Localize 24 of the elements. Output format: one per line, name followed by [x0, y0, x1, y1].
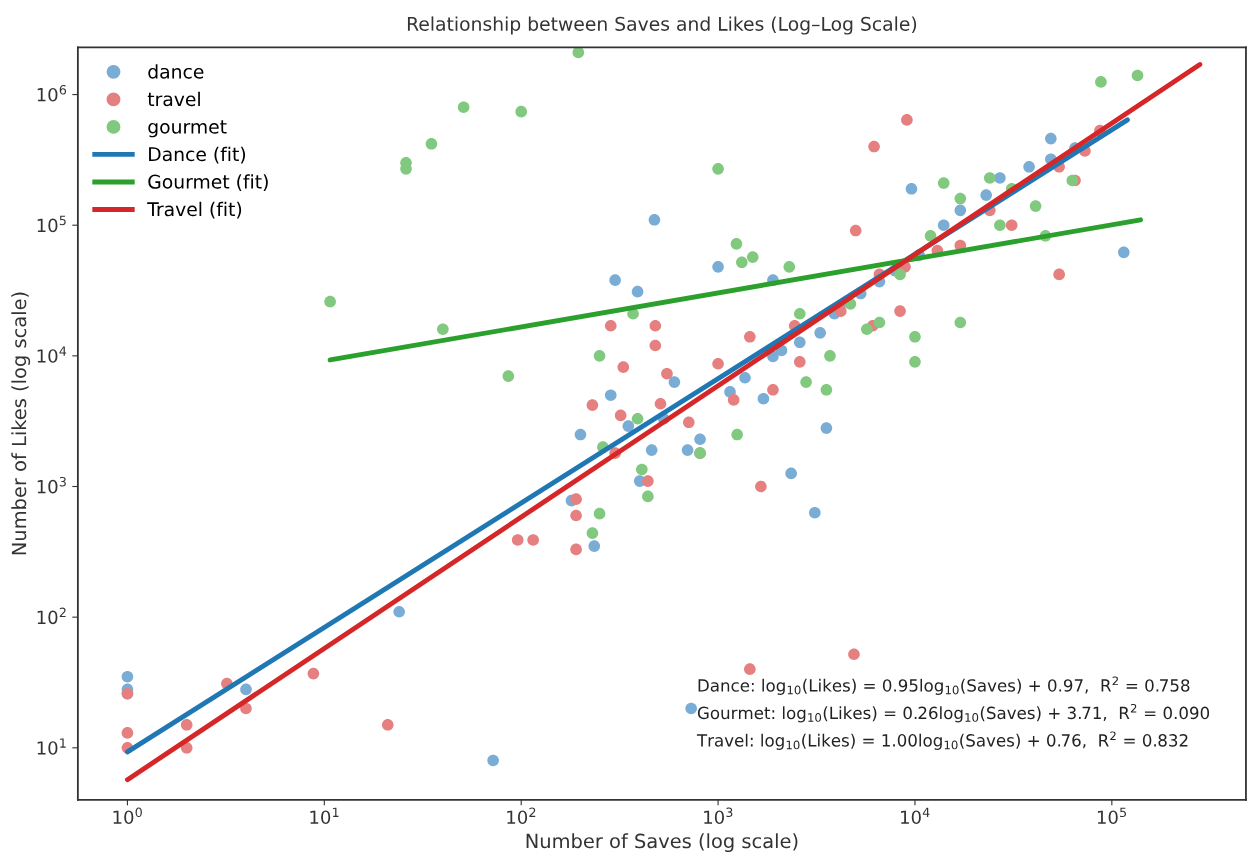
annotation: Travel: log$_{10}$(Likes) = 1.00log$_{10}$(Saves) + 0.76, R$^{2}$ = 0.832 — [696, 731, 1188, 750]
y-tick-label: 10$^{6}$ — [37, 84, 67, 102]
x-tick-label: 10$^{0}$ — [113, 807, 142, 825]
y-axis-title: Number of Likes (log scale) — [11, 292, 31, 555]
x-axis-title: Number of Saves (log scale) — [526, 833, 798, 853]
y-tick-label: 10$^{5}$ — [37, 215, 66, 233]
x-tick-label: 10$^{1}$ — [310, 807, 339, 825]
x-tick-label: 10$^{2}$ — [507, 807, 536, 825]
chart-title: Relationship between Saves and Likes (Log–Log Scale) — [407, 16, 917, 35]
x-tick-label: 10$^{4}$ — [901, 807, 930, 825]
x-tick-label: 10$^{3}$ — [704, 807, 733, 825]
annotation: Dance: log$_{10}$(Likes) = 0.95log$_{10}$(Saves) + 0.97, R$^{2}$ = 0.758 — [698, 676, 1190, 695]
legend-label: travel — [147, 91, 200, 107]
y-tick-label: 10$^{2}$ — [37, 607, 66, 625]
legend-label: Gourmet (fit) — [148, 174, 268, 191]
legend-label: Travel (fit) — [147, 201, 242, 219]
annotation: Gourmet: log$_{10}$(Likes) = 0.26log$_{10}$(Saves) + 3.71, R$^{2}$ = 0.090 — [697, 703, 1210, 723]
legend-label: Dance (fit) — [149, 146, 246, 164]
y-tick-label: 10$^{1}$ — [37, 738, 66, 755]
y-tick-label: 10$^{4}$ — [37, 346, 67, 363]
legend-label: dance — [148, 64, 204, 79]
x-tick-label: 10$^{5}$ — [1097, 807, 1127, 825]
legend-label: gourmet — [148, 120, 227, 138]
y-tick-label: 10$^{3}$ — [37, 476, 66, 494]
